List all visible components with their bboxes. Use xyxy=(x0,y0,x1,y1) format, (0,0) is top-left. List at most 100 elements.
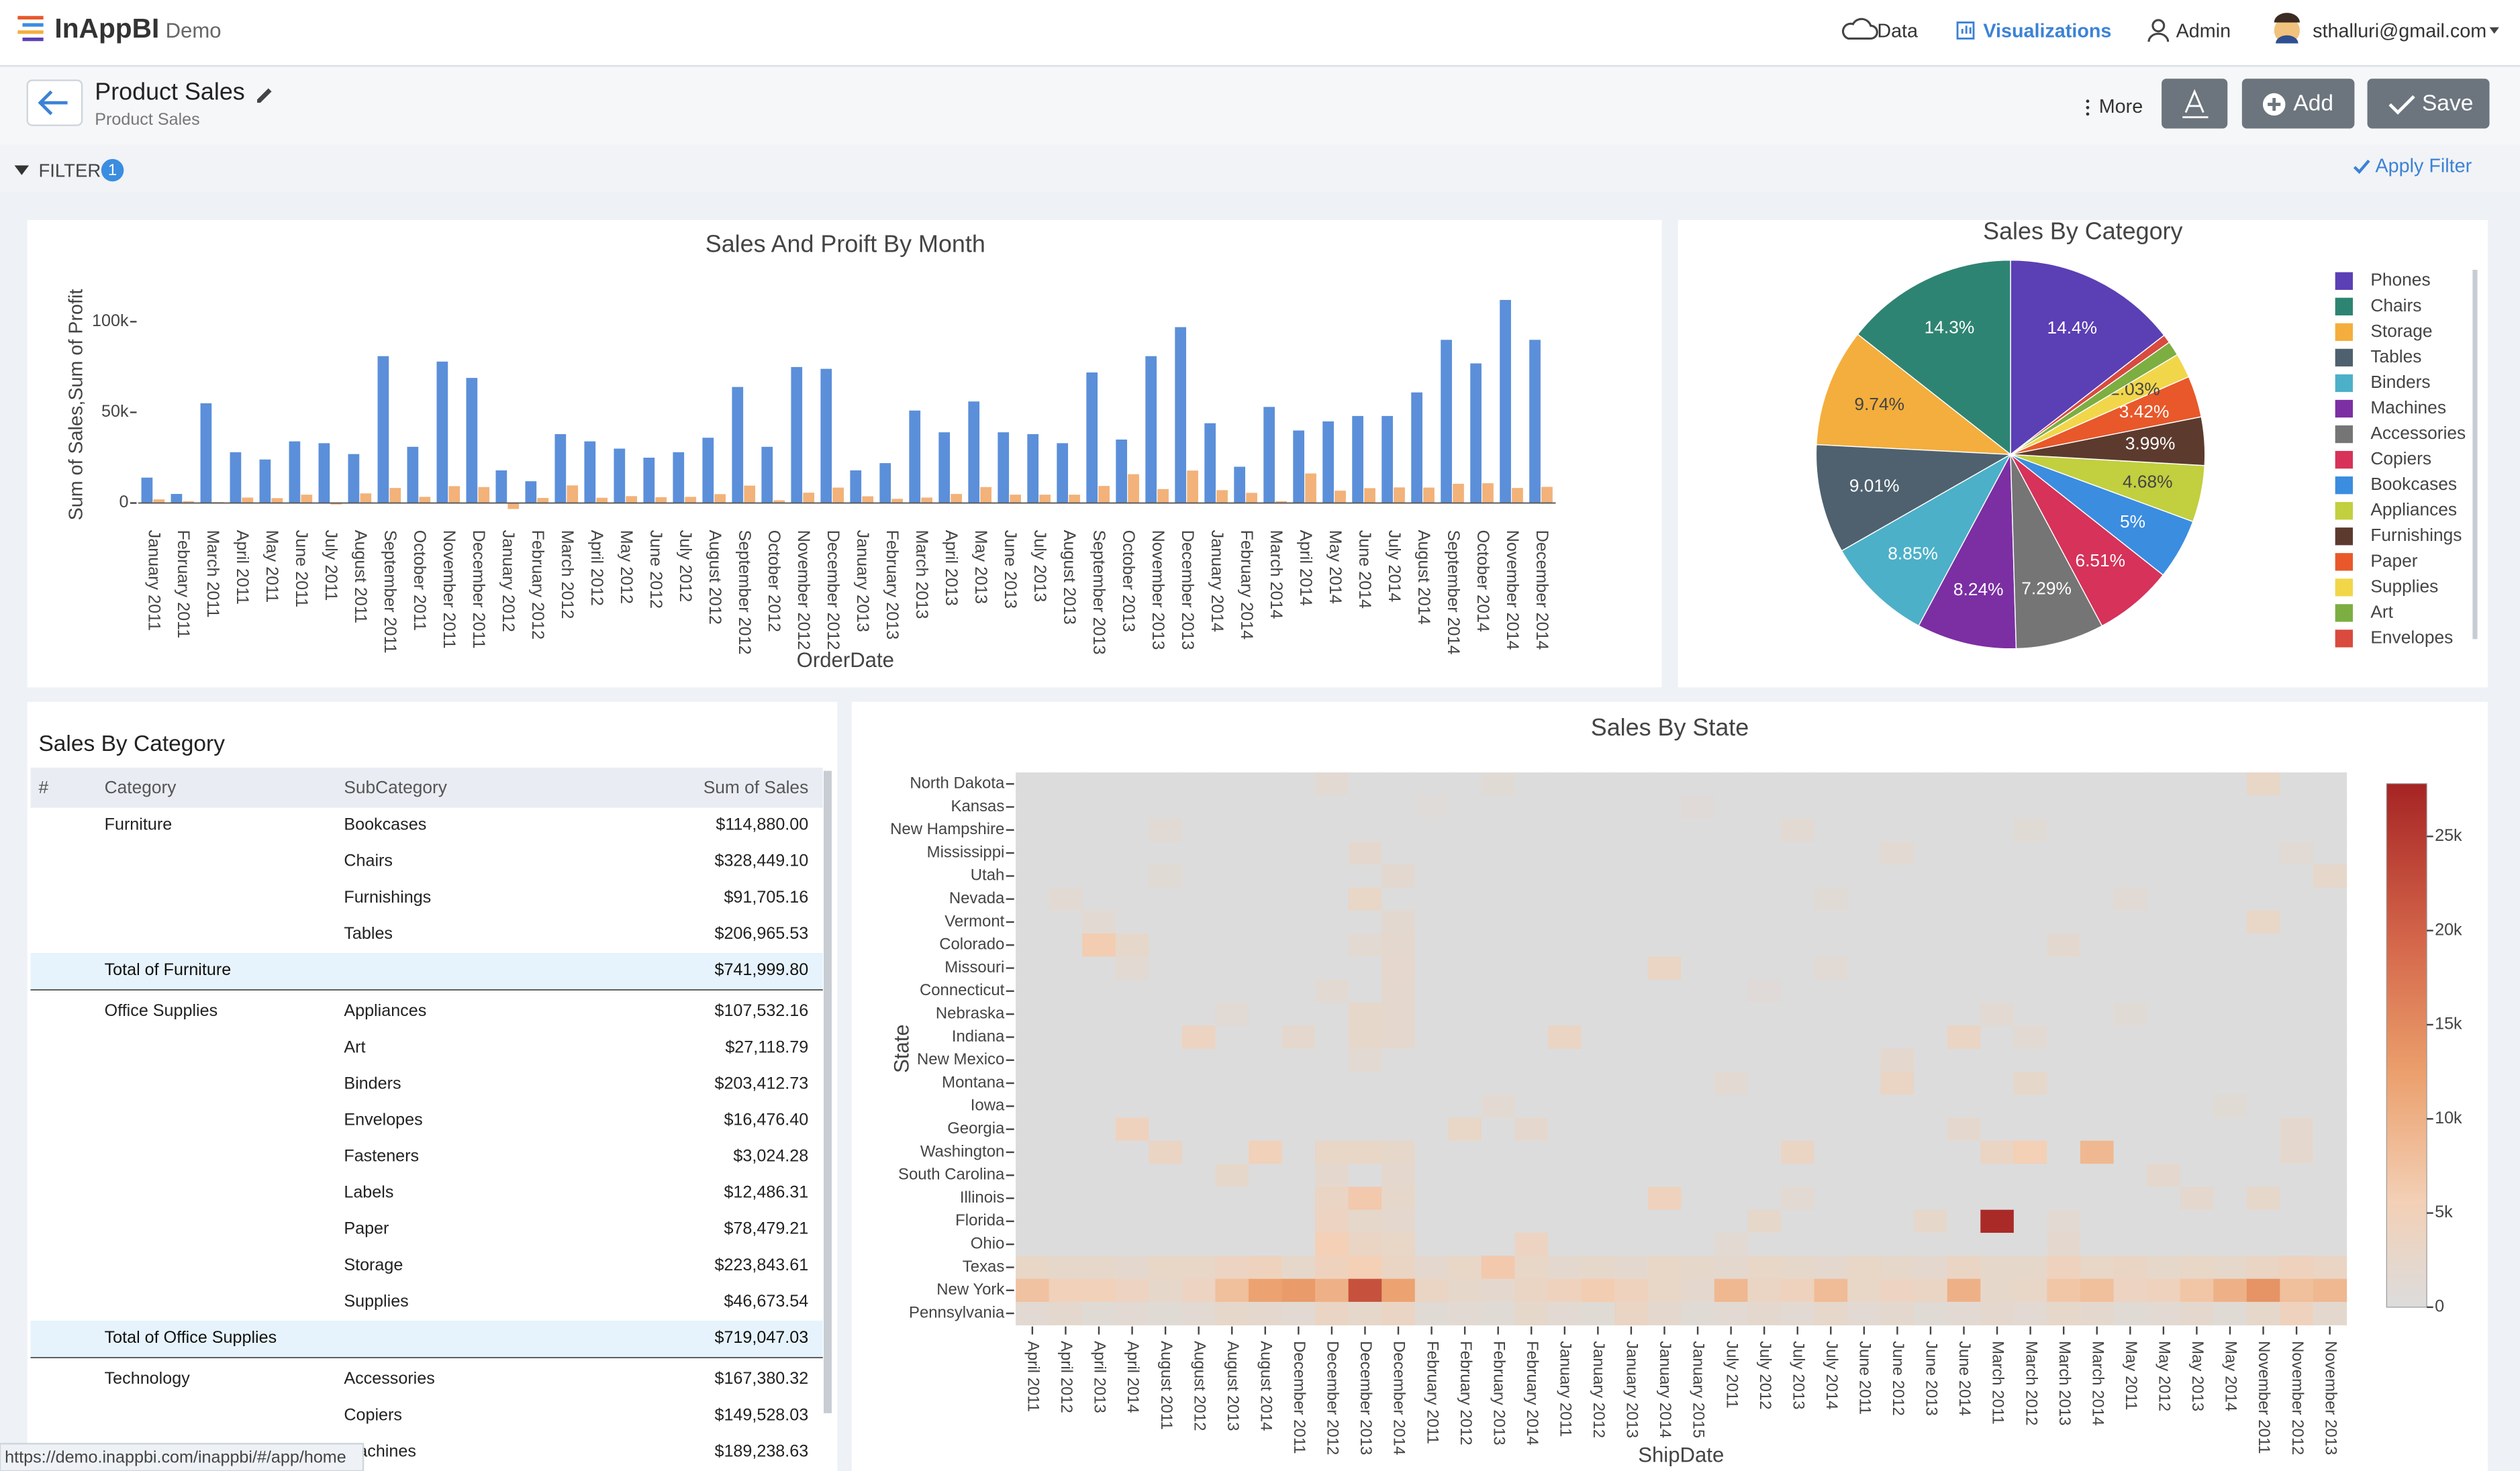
heat-cell xyxy=(2180,1256,2214,1280)
heat-cell xyxy=(1980,1117,2015,1142)
apply-filter[interactable]: Apply Filter xyxy=(2376,155,2472,176)
heat-cell xyxy=(2080,841,2115,865)
heat-cell xyxy=(1980,1048,2015,1072)
heat-cell xyxy=(2080,910,2115,934)
colorbar-tick-label: 5k xyxy=(2435,1203,2453,1221)
heat-cell xyxy=(1215,910,1249,934)
nav-data[interactable]: Data xyxy=(1877,20,1918,42)
filter-toggle[interactable] xyxy=(14,165,30,175)
heat-cell xyxy=(1514,1278,1549,1303)
filter-label[interactable]: FILTER xyxy=(38,160,101,181)
heat-cell xyxy=(1947,1140,1982,1164)
heat-cell xyxy=(1548,1025,1582,1050)
heat-cell xyxy=(1614,1233,1649,1257)
heat-cell xyxy=(1149,1301,1183,1325)
heat-cell xyxy=(1914,1048,1948,1072)
subcategory-cell: Supplies xyxy=(344,1292,408,1311)
save-button[interactable] xyxy=(2367,79,2490,129)
x-tick-label: November 2012 xyxy=(794,530,813,650)
heat-cell xyxy=(1215,841,1249,865)
sales-cell: $167,380.32 xyxy=(714,1369,808,1388)
heat-cell xyxy=(2246,887,2281,911)
avatar[interactable] xyxy=(2274,13,2300,44)
heat-cell xyxy=(1847,1095,1882,1119)
edit-icon[interactable] xyxy=(257,88,272,103)
colorbar xyxy=(2386,783,2427,1308)
heat-cell xyxy=(1914,979,1948,1003)
heat-cell xyxy=(2213,1048,2247,1072)
bar xyxy=(1246,493,1257,503)
heat-cell xyxy=(2280,795,2314,819)
x-tick-label: November 2013 xyxy=(2321,1341,2339,1455)
heat-cell xyxy=(1414,1117,1449,1142)
heat-cell xyxy=(1980,979,2015,1003)
subcategory-cell: Furnishings xyxy=(344,888,431,907)
bar xyxy=(271,498,283,503)
heat-cell xyxy=(1814,910,1848,934)
bar xyxy=(626,496,638,503)
heat-cell xyxy=(1281,1048,1316,1072)
heat-cell xyxy=(2313,795,2347,819)
heat-cell xyxy=(2080,864,2115,889)
x-tick-label: August 2014 xyxy=(1257,1341,1275,1431)
heat-cell xyxy=(2213,1278,2247,1303)
more-button[interactable]: More xyxy=(2099,96,2143,117)
heat-cell xyxy=(1348,1233,1382,1257)
heat-cell xyxy=(1814,1003,1848,1027)
save-icon xyxy=(2388,95,2415,115)
heat-cell xyxy=(1348,1140,1382,1164)
total-label: Total of Furniture xyxy=(105,960,232,979)
bar xyxy=(850,470,862,503)
heat-cell xyxy=(1714,841,1749,865)
nav-admin[interactable]: Admin xyxy=(2176,20,2231,42)
heat-cell xyxy=(1414,1095,1449,1119)
brand[interactable]: InAppBI xyxy=(54,13,159,44)
nav-visualizations[interactable]: Visualizations xyxy=(1983,20,2111,42)
heat-cell xyxy=(1149,1278,1183,1303)
heat-cell xyxy=(2013,1209,2048,1233)
heat-cell xyxy=(1315,864,1349,889)
user-menu-caret[interactable] xyxy=(2489,27,2499,34)
heat-cell xyxy=(1382,979,1416,1003)
chart-title: Sales And Proift By Month xyxy=(706,231,985,258)
heat-cell xyxy=(1215,795,1249,819)
bar xyxy=(183,501,195,503)
heat-cell xyxy=(2047,956,2081,980)
bar xyxy=(702,438,714,503)
visualizations-icon xyxy=(1956,21,1975,40)
heat-cell xyxy=(2080,887,2115,911)
heat-cell xyxy=(2080,1233,2115,1257)
heat-cell xyxy=(2180,1048,2214,1072)
text-style-button[interactable] xyxy=(2162,79,2228,129)
heat-cell xyxy=(1681,933,1715,958)
bar xyxy=(1453,483,1464,503)
heat-cell xyxy=(1847,933,1882,958)
bar xyxy=(478,487,490,503)
heat-cell xyxy=(2113,841,2147,865)
heat-cell xyxy=(2113,1209,2147,1233)
heat-cell xyxy=(2013,887,2048,911)
legend-swatch xyxy=(2335,399,2354,418)
heat-cell xyxy=(2180,772,2214,797)
heat-cell xyxy=(1281,1233,1316,1257)
legend-label: Supplies xyxy=(2370,576,2438,596)
heat-cell xyxy=(1814,1256,1848,1280)
heat-cell xyxy=(1315,818,1349,842)
x-tick-label: April 2011 xyxy=(233,530,252,605)
bar xyxy=(938,432,951,503)
heat-cell xyxy=(1548,956,1582,980)
heat-cell xyxy=(1614,1301,1649,1325)
user-email[interactable]: sthalluri@gmail.com xyxy=(2313,20,2486,42)
heat-cell xyxy=(1382,772,1416,797)
heat-cell xyxy=(1814,1186,1848,1211)
heat-cell xyxy=(1581,1164,1615,1188)
heat-cell xyxy=(1614,864,1649,889)
add-button[interactable] xyxy=(2241,79,2355,129)
heat-cell xyxy=(2180,1233,2214,1257)
heat-cell xyxy=(1548,1003,1582,1027)
slice-label: 9.74% xyxy=(1854,394,1904,414)
heat-cell xyxy=(1714,933,1749,958)
heat-cell xyxy=(2147,1186,2181,1211)
legend-label: Furnishings xyxy=(2370,525,2462,545)
heat-cell xyxy=(2080,1048,2115,1072)
